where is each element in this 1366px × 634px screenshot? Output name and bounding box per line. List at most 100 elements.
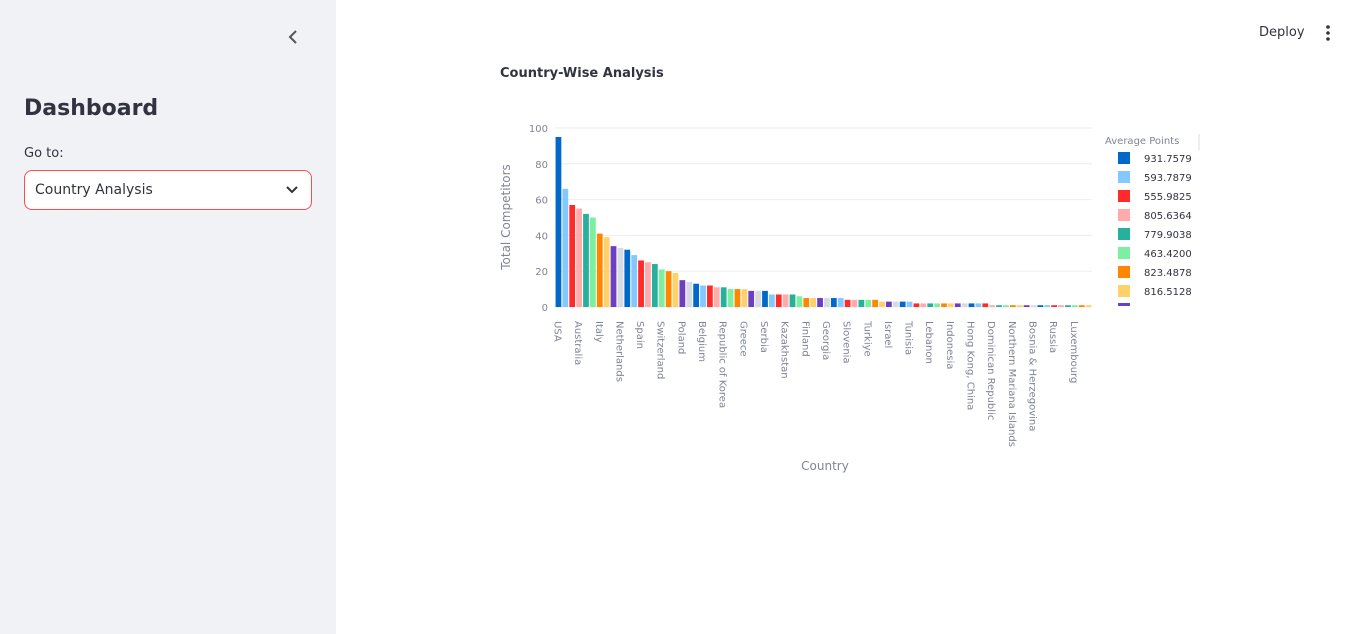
x-tick-label: Switzerland: [655, 321, 666, 379]
x-tick-label: Slovenia: [841, 321, 852, 364]
collapse-button[interactable]: [286, 29, 302, 45]
bar: [879, 301, 885, 307]
bar: [589, 217, 596, 307]
bar: [720, 287, 727, 307]
bar: [989, 305, 996, 307]
x-tick-label: Australia: [572, 321, 583, 365]
x-tick-label: Lebanon: [923, 321, 934, 364]
menu-button[interactable]: [1320, 24, 1336, 42]
x-tick-label: Russia: [1047, 321, 1058, 353]
bar: [707, 285, 713, 307]
legend-swatch: [1118, 171, 1130, 183]
bar: [610, 246, 617, 307]
bar: [851, 299, 858, 307]
x-tick-label: Netherlands: [613, 321, 624, 382]
bar: [645, 262, 651, 307]
bar: [651, 264, 658, 307]
bar: [1071, 305, 1078, 307]
y-tick-label: 20: [535, 267, 548, 278]
legend-label: 816.5128: [1144, 287, 1192, 298]
x-tick-label: Spain: [634, 321, 645, 349]
bar: [961, 303, 968, 307]
bar: [782, 294, 789, 307]
x-tick-label: Israel: [882, 321, 893, 348]
x-tick-label: Kazakhstan: [779, 321, 790, 379]
y-tick-label: 80: [535, 160, 548, 171]
x-tick-label: Turkiye: [861, 320, 872, 357]
bar: [837, 298, 844, 307]
chevron: [286, 186, 298, 194]
x-tick-label: USA: [551, 321, 562, 342]
bar: [762, 290, 768, 307]
sidebar: Dashboard Go to: Country Analysis: [0, 0, 336, 634]
sidebar-title: Dashboard: [24, 96, 159, 121]
bar: [982, 303, 989, 307]
bar: [1023, 305, 1030, 307]
legend-swatch: [1118, 247, 1130, 259]
legend-title: Average Points: [1105, 136, 1179, 147]
bar: [947, 303, 954, 307]
bar: [617, 247, 624, 307]
bar: [1009, 305, 1016, 307]
bar: [844, 299, 851, 307]
bar: [686, 281, 693, 307]
bar: [1085, 305, 1092, 307]
bar: [824, 298, 830, 307]
bar: [1051, 305, 1058, 307]
bar: [789, 294, 796, 307]
bar: [803, 298, 810, 307]
x-tick-label: Indonesia: [944, 321, 955, 369]
bar: [576, 208, 582, 307]
bar: [562, 188, 569, 307]
x-tick-label: Luxembourg: [1068, 321, 1079, 383]
bar: [638, 260, 644, 307]
y-tick-label: 60: [535, 196, 548, 207]
legend-swatch: [1118, 190, 1130, 202]
bar: [906, 301, 913, 307]
bar: [631, 255, 638, 307]
y-tick-label: 40: [535, 231, 548, 242]
bar: [583, 213, 589, 307]
deploy-button[interactable]: Deploy: [1259, 25, 1305, 40]
y-axis-label: Total Competitors: [499, 164, 513, 271]
x-tick-label: Georgia: [820, 321, 831, 360]
bar: [913, 303, 920, 307]
bar: [1037, 305, 1044, 307]
bar: [872, 299, 879, 307]
bar: [817, 298, 823, 307]
select-value: Country Analysis: [35, 182, 153, 198]
legend-swatch: [1118, 228, 1130, 240]
y-tick-label: 100: [529, 124, 548, 135]
bar: [665, 271, 672, 307]
legend-label: 931.7579: [1144, 154, 1192, 165]
legend-label: 779.9038: [1144, 230, 1192, 241]
y-tick-label: 0: [542, 303, 548, 314]
legend-swatch: [1118, 266, 1130, 278]
bar: [734, 289, 741, 307]
x-tick-label: Northern Mariana Islands: [1006, 321, 1017, 447]
legend-label: 555.9825: [1144, 192, 1192, 203]
bar: [679, 280, 686, 307]
bar: [775, 294, 782, 307]
bar: [1065, 305, 1071, 307]
x-tick-label: Republic of Korea: [717, 321, 728, 408]
legend-swatch: [1118, 285, 1130, 297]
bar: [748, 290, 755, 307]
bar: [658, 269, 665, 307]
bar: [975, 303, 982, 307]
bar: [713, 287, 720, 307]
select-box[interactable]: Country Analysis: [24, 170, 312, 210]
bar: [796, 296, 803, 307]
bar: [603, 237, 610, 307]
x-tick-label: Bosnia & Herzegovina: [1026, 321, 1037, 431]
bar: [1003, 305, 1009, 307]
x-tick-label: Finland: [799, 321, 810, 357]
x-tick-label: Tunisia: [903, 320, 914, 355]
x-tick-label: Serbia: [758, 321, 769, 353]
bar: [954, 303, 961, 307]
bar: [768, 294, 775, 307]
legend-label: 823.4878: [1144, 268, 1192, 279]
bar: [920, 303, 927, 307]
x-tick-label: Belgium: [696, 321, 707, 362]
